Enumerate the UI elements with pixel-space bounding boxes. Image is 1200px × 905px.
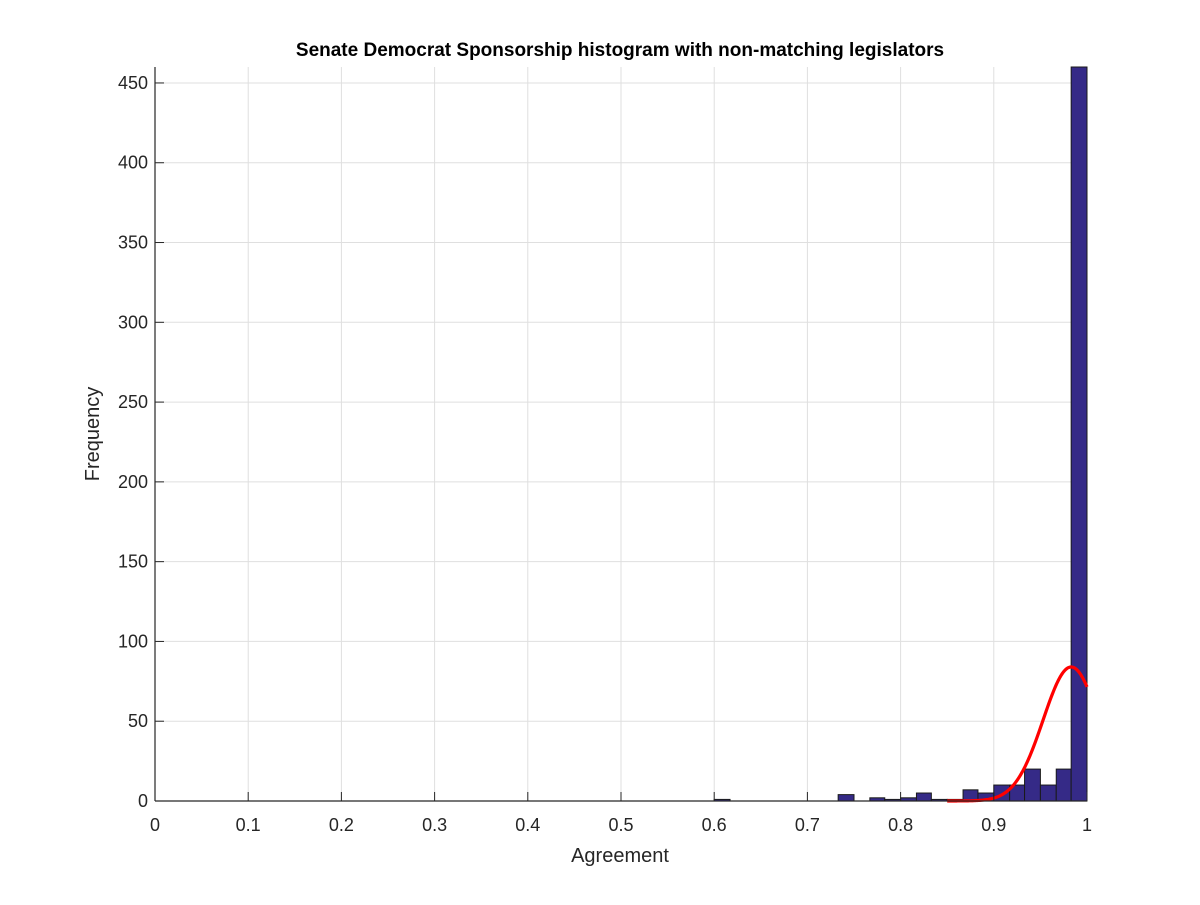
x-tick-label: 0.5	[608, 815, 633, 835]
y-tick-label: 400	[118, 153, 148, 173]
histogram-bar	[1039, 784, 1057, 802]
x-tick-labels: 0 0.1 0.2 0.3 0.4 0.5 0.6 0.7 0.8 0.9 1	[150, 815, 1092, 835]
x-tick-label: 0.2	[329, 815, 354, 835]
chart-title: Senate Democrat Sponsorship histogram wi…	[296, 40, 944, 61]
y-tick-label: 450	[118, 73, 148, 93]
x-tick-label: 0	[150, 815, 160, 835]
histogram-bar	[1070, 66, 1088, 802]
x-tick-label: 0.7	[795, 815, 820, 835]
y-tick-label: 300	[118, 312, 148, 332]
y-tick-label: 150	[118, 552, 148, 572]
x-tick-label: 0.9	[981, 815, 1006, 835]
x-tick-label: 0.1	[236, 815, 261, 835]
x-tick-label: 0.6	[702, 815, 727, 835]
y-tick-label: 200	[118, 472, 148, 492]
histogram-bar	[1055, 768, 1072, 802]
y-tick-label: 350	[118, 233, 148, 253]
x-tick-label: 0.3	[422, 815, 447, 835]
histogram-bar	[837, 794, 855, 802]
grid-lines	[154, 67, 1088, 802]
y-tick-label: 100	[118, 631, 148, 651]
x-tick-label: 1	[1082, 815, 1092, 835]
histogram-bar	[1024, 768, 1041, 802]
y-tick-label: 0	[138, 791, 148, 811]
axes	[154, 67, 1088, 802]
x-axis-label: Agreement	[571, 845, 669, 867]
x-tick-label: 0.4	[515, 815, 540, 835]
histogram-bar	[915, 792, 932, 802]
y-axis-label: Frequency	[82, 387, 104, 482]
y-tick-label: 50	[128, 711, 148, 731]
x-tick-label: 0.8	[888, 815, 913, 835]
y-tick-labels: 0 50 100 150 200 250 300 350 400 450	[118, 73, 148, 811]
y-tick-label: 250	[118, 392, 148, 412]
